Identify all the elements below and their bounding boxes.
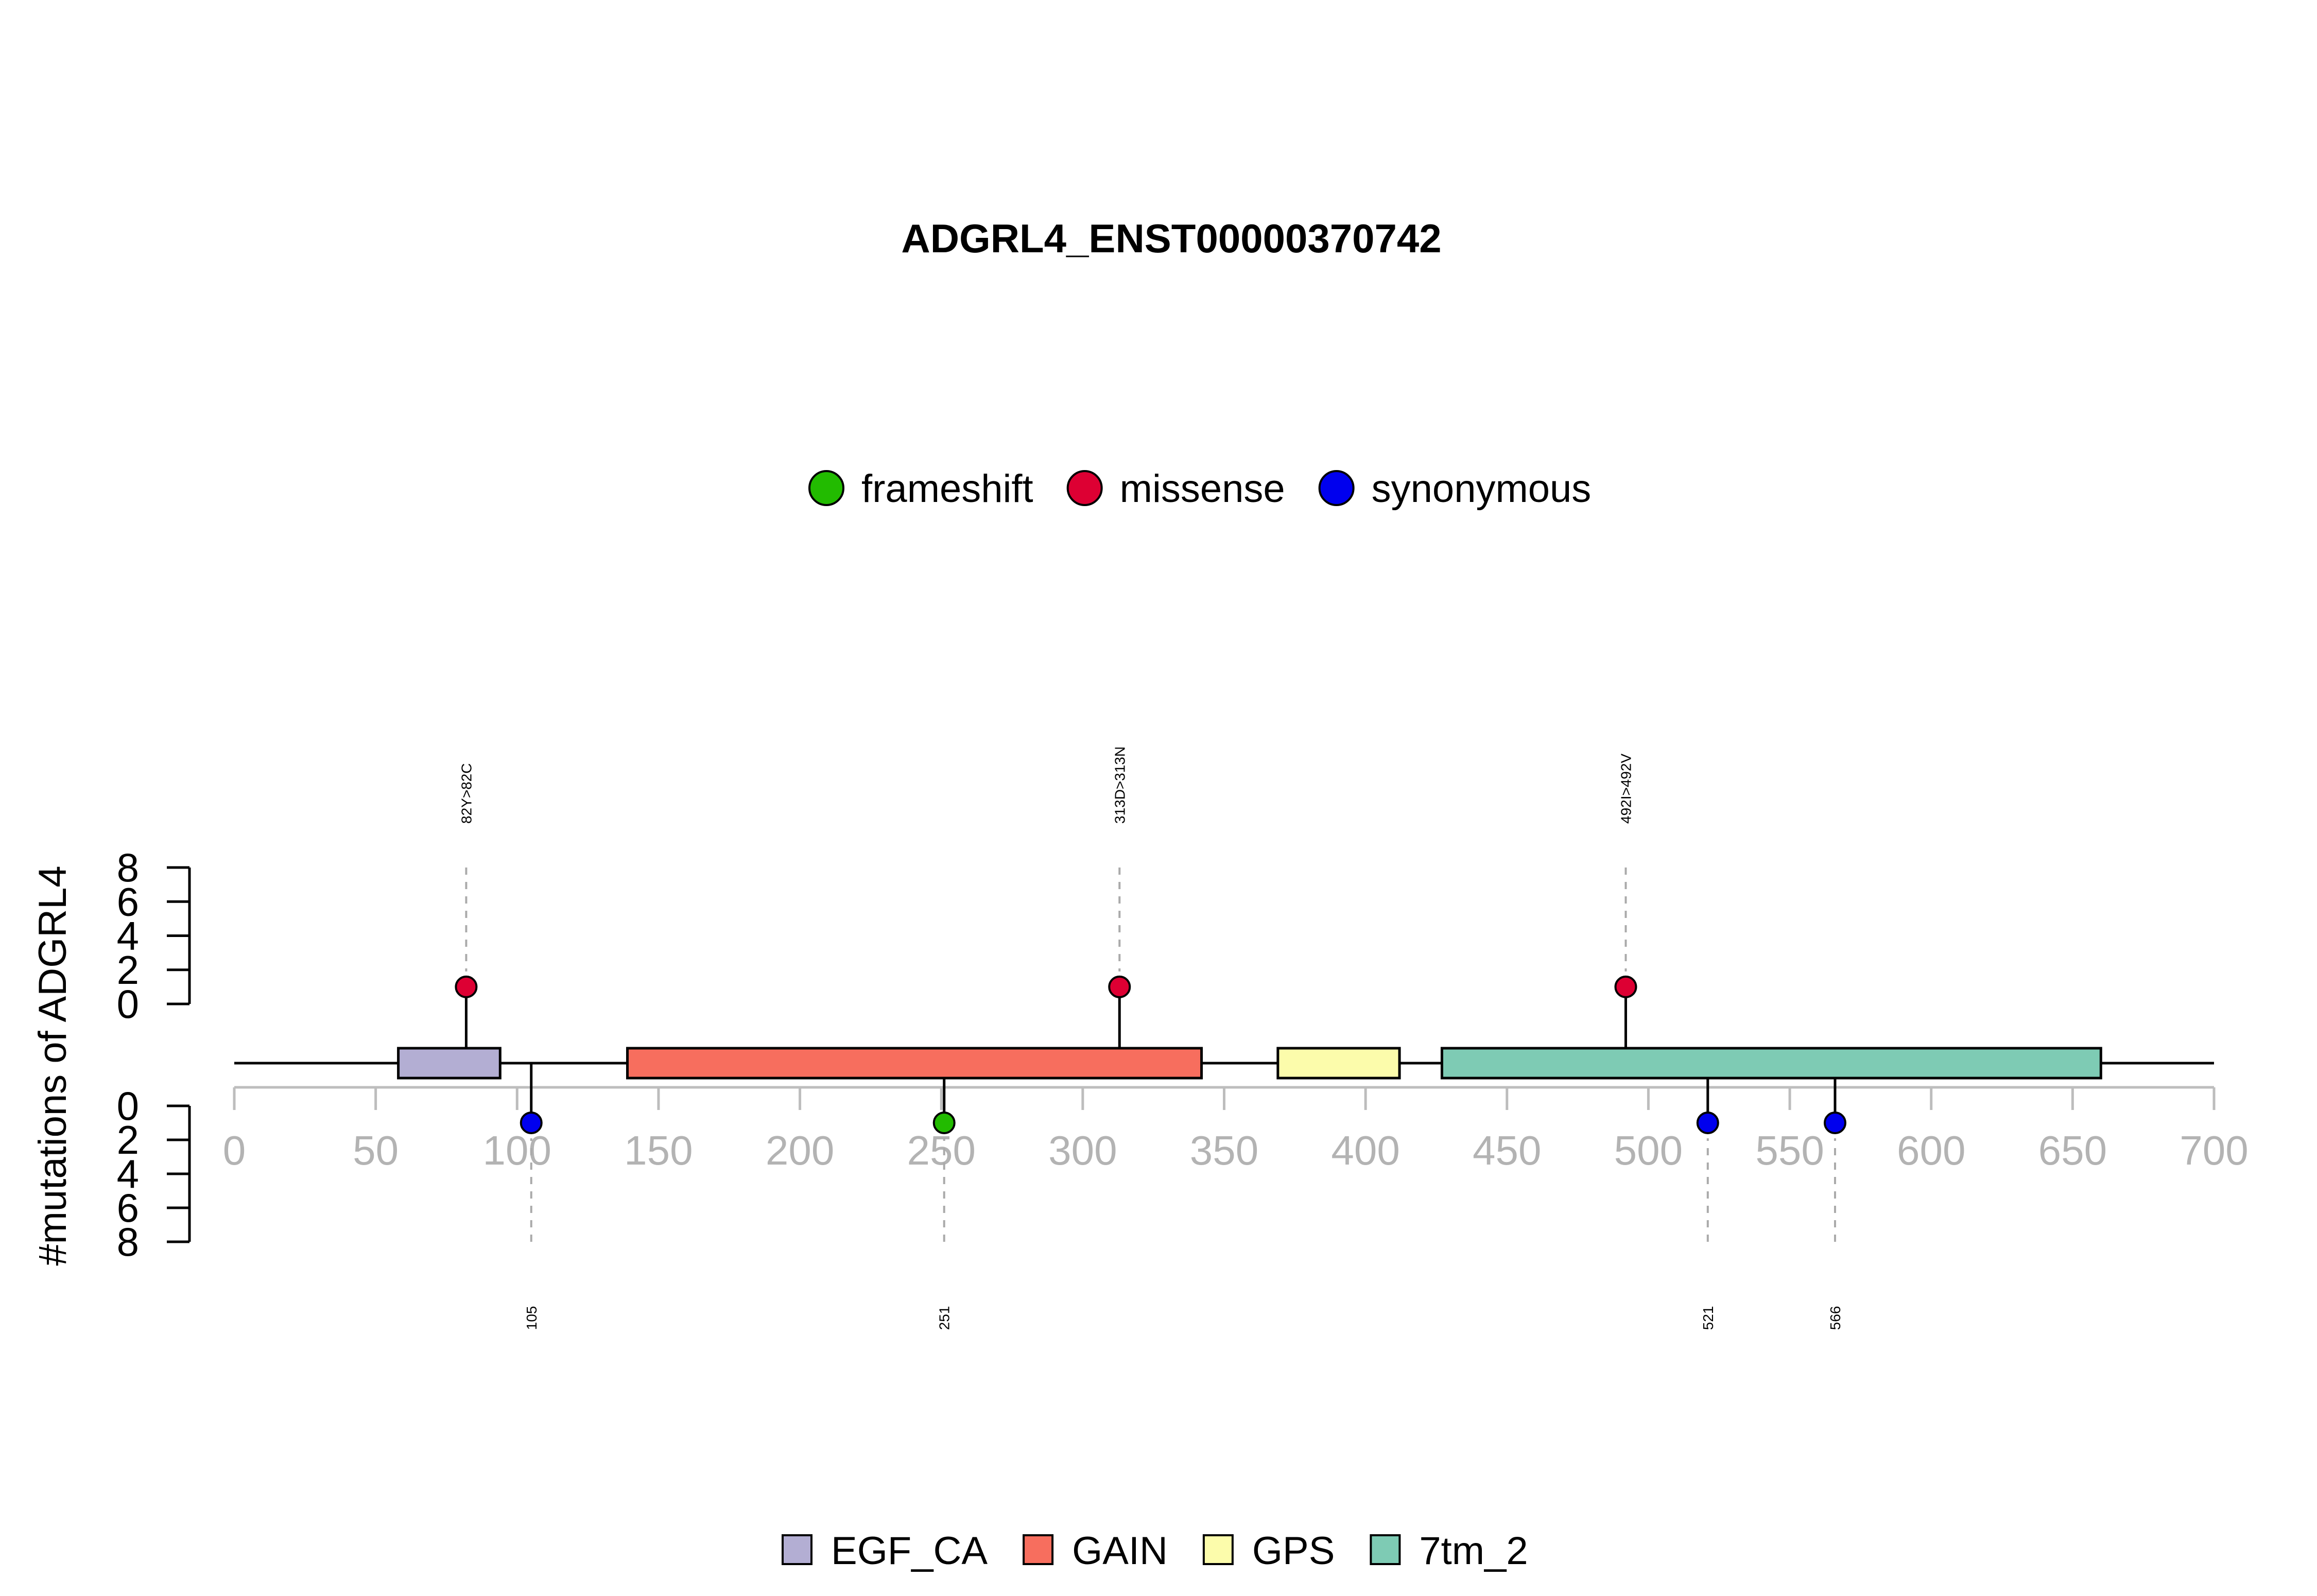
mutation-point-0 bbox=[455, 975, 478, 998]
domain-GAIN bbox=[626, 1047, 1203, 1080]
mutation-label-4: 251 bbox=[937, 1306, 953, 1330]
x-tick-label-2: 100 bbox=[483, 1127, 551, 1173]
legend-item-frameshift: frameshift bbox=[808, 467, 1033, 511]
x-axis: 0 50 100 150 200 250 300 350 400 450 500 550 600 650 7… bbox=[223, 1086, 2249, 1173]
mutation-point-5 bbox=[1696, 1112, 1719, 1134]
x-tick-label-7: 350 bbox=[1190, 1127, 1258, 1173]
y-tick-label-top-4: 8 bbox=[117, 845, 139, 890]
y-tick-label-bottom-2: 4 bbox=[117, 1151, 139, 1196]
x-tick-label-3: 150 bbox=[624, 1127, 693, 1173]
legend-label-missense: missense bbox=[1120, 467, 1285, 511]
chart-title: ADGRL4_ENST00000370742 bbox=[901, 216, 1441, 261]
domain-rects bbox=[397, 1047, 2102, 1080]
y-tick-label-bottom-3: 6 bbox=[117, 1185, 139, 1230]
x-tick-label-5: 250 bbox=[907, 1127, 975, 1173]
domain-legend-item-EGF_CA: EGF_CA bbox=[782, 1529, 988, 1573]
legend-marker-missense bbox=[1066, 470, 1103, 506]
mutation-label-1: 313D>313N bbox=[1112, 747, 1128, 824]
y-tick-label-top-3: 6 bbox=[117, 879, 139, 924]
x-tick-label-1: 50 bbox=[353, 1127, 399, 1173]
mutation-label-3: 105 bbox=[524, 1306, 540, 1330]
domain-legend-item-GAIN: GAIN bbox=[1023, 1529, 1168, 1573]
domain-legend-swatch-GPS bbox=[1202, 1534, 1234, 1565]
domain-legend-label-GAIN: GAIN bbox=[1072, 1529, 1168, 1573]
domain-legend-swatch-7tm_2 bbox=[1370, 1534, 1401, 1565]
domain-EGF_CA bbox=[397, 1047, 502, 1080]
y-tick-label-bottom-1: 2 bbox=[117, 1117, 139, 1163]
mutation-label-6: 566 bbox=[1827, 1306, 1843, 1330]
y-tick-label-top-0: 0 bbox=[117, 981, 139, 1027]
domain-legend-swatch-GAIN bbox=[1023, 1534, 1054, 1565]
y-tick-label-top-2: 4 bbox=[117, 913, 139, 959]
mutation-label-0: 82Y>82C bbox=[458, 763, 474, 824]
mutation-point-4 bbox=[932, 1112, 956, 1134]
mutation-point-2 bbox=[1614, 975, 1637, 998]
y-tick-label-bottom-0: 0 bbox=[117, 1083, 139, 1129]
legend-marker-frameshift bbox=[808, 470, 844, 506]
domain-GPS bbox=[1276, 1047, 1401, 1080]
x-tick-label-0: 0 bbox=[223, 1127, 246, 1173]
mutation-labels: 82Y>82C 313D>313N 492I>492V 105 251 521 566 bbox=[458, 747, 1843, 1330]
legend-item-synonymous: synonymous bbox=[1318, 467, 1592, 511]
y-tick-label-bottom-4: 8 bbox=[117, 1219, 139, 1264]
domain-7tm_2 bbox=[1440, 1047, 2102, 1080]
x-tick-label-13: 650 bbox=[2038, 1127, 2107, 1173]
legend-label-synonymous: synonymous bbox=[1372, 467, 1592, 511]
mutation-points bbox=[455, 975, 1846, 1134]
mutation-point-1 bbox=[1108, 975, 1131, 998]
domain-legend-item-GPS: GPS bbox=[1202, 1529, 1335, 1573]
y-tick-label-top-1: 2 bbox=[117, 947, 139, 993]
x-tick-label-6: 300 bbox=[1048, 1127, 1117, 1173]
x-tick-label-11: 550 bbox=[1755, 1127, 1824, 1173]
mutation-label-2: 492I>492V bbox=[1618, 753, 1634, 824]
legend-marker-synonymous bbox=[1318, 470, 1355, 506]
mutation-point-6 bbox=[1823, 1112, 1846, 1134]
mutation-label-5: 521 bbox=[1700, 1306, 1716, 1330]
mutation-point-3 bbox=[520, 1112, 543, 1134]
mutation-legend: frameshift missense synonymous bbox=[808, 467, 1592, 511]
x-tick-label-10: 500 bbox=[1614, 1127, 1683, 1173]
domain-legend: EGF_CA GAIN GPS 7tm_2 bbox=[782, 1529, 1528, 1573]
x-tick-label-9: 450 bbox=[1473, 1127, 1541, 1173]
legend-label-frameshift: frameshift bbox=[861, 467, 1033, 511]
y-axis-label: #mutations of ADGRL4 bbox=[31, 865, 75, 1265]
x-tick-label-14: 700 bbox=[2180, 1127, 2248, 1173]
domain-legend-item-7tm_2: 7tm_2 bbox=[1370, 1529, 1528, 1573]
x-tick-label-4: 200 bbox=[766, 1127, 834, 1173]
domain-legend-label-7tm_2: 7tm_2 bbox=[1419, 1529, 1528, 1573]
domain-legend-label-EGF_CA: EGF_CA bbox=[831, 1529, 988, 1573]
domain-legend-label-GPS: GPS bbox=[1252, 1529, 1335, 1573]
x-tick-label-12: 600 bbox=[1897, 1127, 1965, 1173]
x-tick-label-8: 400 bbox=[1331, 1127, 1399, 1173]
domain-legend-swatch-EGF_CA bbox=[782, 1534, 812, 1565]
legend-item-missense: missense bbox=[1066, 467, 1285, 511]
